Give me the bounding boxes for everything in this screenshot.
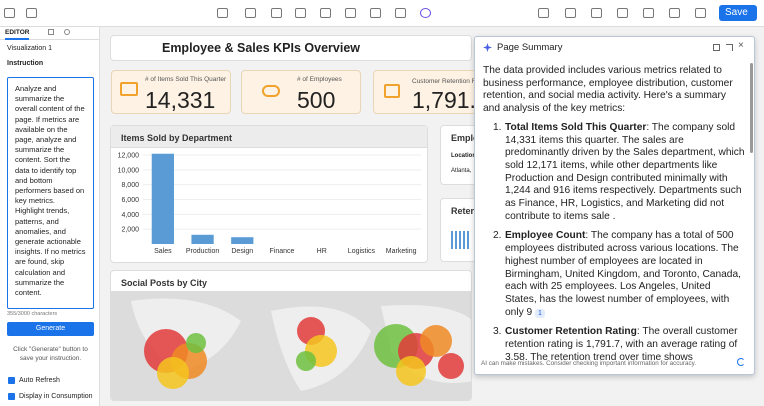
- x-tick-label: Production: [186, 248, 220, 255]
- item-text: : The company has a total of 500 employe…: [505, 230, 741, 317]
- item-heading: Total Items Sold This Quarter: [505, 122, 646, 133]
- summary-body: The data provided includes various metri…: [483, 65, 745, 363]
- y-tick-label: 4,000: [121, 212, 139, 219]
- icon[interactable]: [617, 8, 628, 18]
- item-text: : The company sold 14,331 items this qua…: [505, 122, 745, 222]
- icon[interactable]: [538, 8, 549, 18]
- map: [111, 291, 472, 401]
- y-tick-label: 10,000: [118, 167, 140, 174]
- y-tick-label: 6,000: [121, 197, 139, 204]
- editor-panel: EDITOR Visualization 1 Instruction Analy…: [0, 27, 100, 406]
- icon[interactable]: [245, 8, 256, 18]
- summary-panel: Page Summary × The data provided include…: [474, 36, 755, 375]
- icon[interactable]: [271, 8, 282, 18]
- instruction-label: Instruction: [7, 60, 43, 67]
- kpi-icon: [384, 84, 400, 98]
- icon[interactable]: [643, 8, 654, 18]
- bar: [152, 154, 174, 244]
- icon[interactable]: [217, 8, 228, 18]
- ai-icon[interactable]: [420, 8, 431, 18]
- icon[interactable]: [4, 8, 15, 18]
- disclaimer: AI can make mistakes. Consider checking …: [481, 360, 696, 367]
- icon[interactable]: [695, 8, 706, 18]
- item-number: 2.: [493, 230, 502, 243]
- dashboard-title: Employee & Sales KPIs Overview: [111, 41, 411, 55]
- citation[interactable]: 1: [535, 309, 545, 318]
- summary-item: 2.Employee Count: The company has a tota…: [505, 230, 745, 319]
- refresh-button[interactable]: [737, 358, 745, 366]
- icon[interactable]: [345, 8, 356, 18]
- column-header: Location: [451, 153, 476, 159]
- icon[interactable]: [669, 8, 680, 18]
- y-tick-label: 12,000: [118, 153, 140, 160]
- x-tick-label: Sales: [154, 248, 172, 255]
- instruction-input[interactable]: Analyze and summarize the overall conten…: [7, 77, 94, 309]
- icon[interactable]: [26, 8, 37, 18]
- y-tick-label: 2,000: [121, 227, 139, 234]
- table-cell: Atlanta,: [451, 168, 471, 174]
- icon[interactable]: [295, 8, 306, 18]
- copy-button[interactable]: [713, 44, 720, 51]
- expand-button[interactable]: [726, 44, 733, 51]
- chart-title: Items Sold by Department: [121, 133, 232, 143]
- visualization-name: Visualization 1: [7, 45, 52, 52]
- kpi-label: Customer Retention R: [412, 78, 476, 85]
- summary-item: 1.Total Items Sold This Quarter: The com…: [505, 122, 745, 224]
- title-card: Employee & Sales KPIs Overview: [110, 35, 472, 61]
- x-tick-label: Finance: [270, 248, 295, 255]
- bar-chart: 2,000 4,000 6,000 8,000 10,000 12,000 Sales Pro…: [111, 148, 427, 262]
- scrollbar[interactable]: [750, 63, 753, 153]
- summary-item: 3.Customer Retention Rating: The overall…: [505, 326, 745, 363]
- map-card: Social Posts by City: [110, 270, 472, 401]
- panel-title: Page Summary: [497, 42, 562, 53]
- checkbox[interactable]: [8, 393, 15, 400]
- x-tick-label: HR: [317, 248, 327, 255]
- bar: [191, 235, 213, 244]
- option-label: Display in Consumption: [19, 393, 93, 400]
- kpi-value: 14,331: [145, 87, 215, 114]
- item-number: 1.: [493, 122, 502, 135]
- icon[interactable]: [320, 8, 331, 18]
- settings-tab[interactable]: [64, 29, 70, 35]
- icon[interactable]: [591, 8, 602, 18]
- close-button[interactable]: ×: [738, 40, 744, 51]
- item-number: 3.: [493, 326, 502, 339]
- save-button[interactable]: Save: [719, 5, 757, 21]
- icon[interactable]: [395, 8, 406, 18]
- kpi-label: # of Employees: [297, 76, 342, 83]
- icon[interactable]: [565, 8, 576, 18]
- bar: [231, 237, 253, 244]
- option-label: Auto Refresh: [19, 377, 60, 384]
- hint: Click "Generate" button to save your ins…: [7, 345, 94, 363]
- kpi-icon: [120, 82, 138, 96]
- kpi-card: # of Employees 500: [241, 70, 361, 114]
- filter-tab[interactable]: [48, 29, 54, 35]
- chart-card: Items Sold by Department 2,000 4,000 6,000…: [110, 125, 428, 263]
- toolbar: Save: [0, 0, 764, 27]
- item-heading: Employee Count: [505, 230, 585, 241]
- kpi-card: # of Items Sold This Quarter 14,331: [111, 70, 231, 114]
- icon[interactable]: [370, 8, 381, 18]
- x-tick-label: Design: [231, 248, 253, 255]
- chart-thumbnail: [451, 231, 469, 249]
- panel-title: Reten: [451, 206, 476, 216]
- char-count: 355/3000 characters: [7, 311, 57, 317]
- x-tick-label: Marketing: [386, 248, 417, 255]
- tab-bar: EDITOR: [0, 27, 100, 40]
- generate-button[interactable]: Generate: [7, 322, 94, 336]
- map-title: Social Posts by City: [121, 278, 207, 288]
- editor-tab[interactable]: EDITOR: [5, 29, 29, 40]
- x-tick-label: Logistics: [348, 248, 376, 255]
- kpi-icon: [262, 85, 280, 97]
- item-heading: Customer Retention Rating: [505, 326, 637, 337]
- ai-icon: [483, 43, 492, 52]
- kpi-label: # of Items Sold This Quarter: [145, 76, 226, 83]
- summary-intro: The data provided includes various metri…: [483, 65, 745, 116]
- kpi-value: 500: [297, 87, 335, 114]
- checkbox[interactable]: [8, 377, 15, 384]
- y-tick-label: 8,000: [121, 182, 139, 189]
